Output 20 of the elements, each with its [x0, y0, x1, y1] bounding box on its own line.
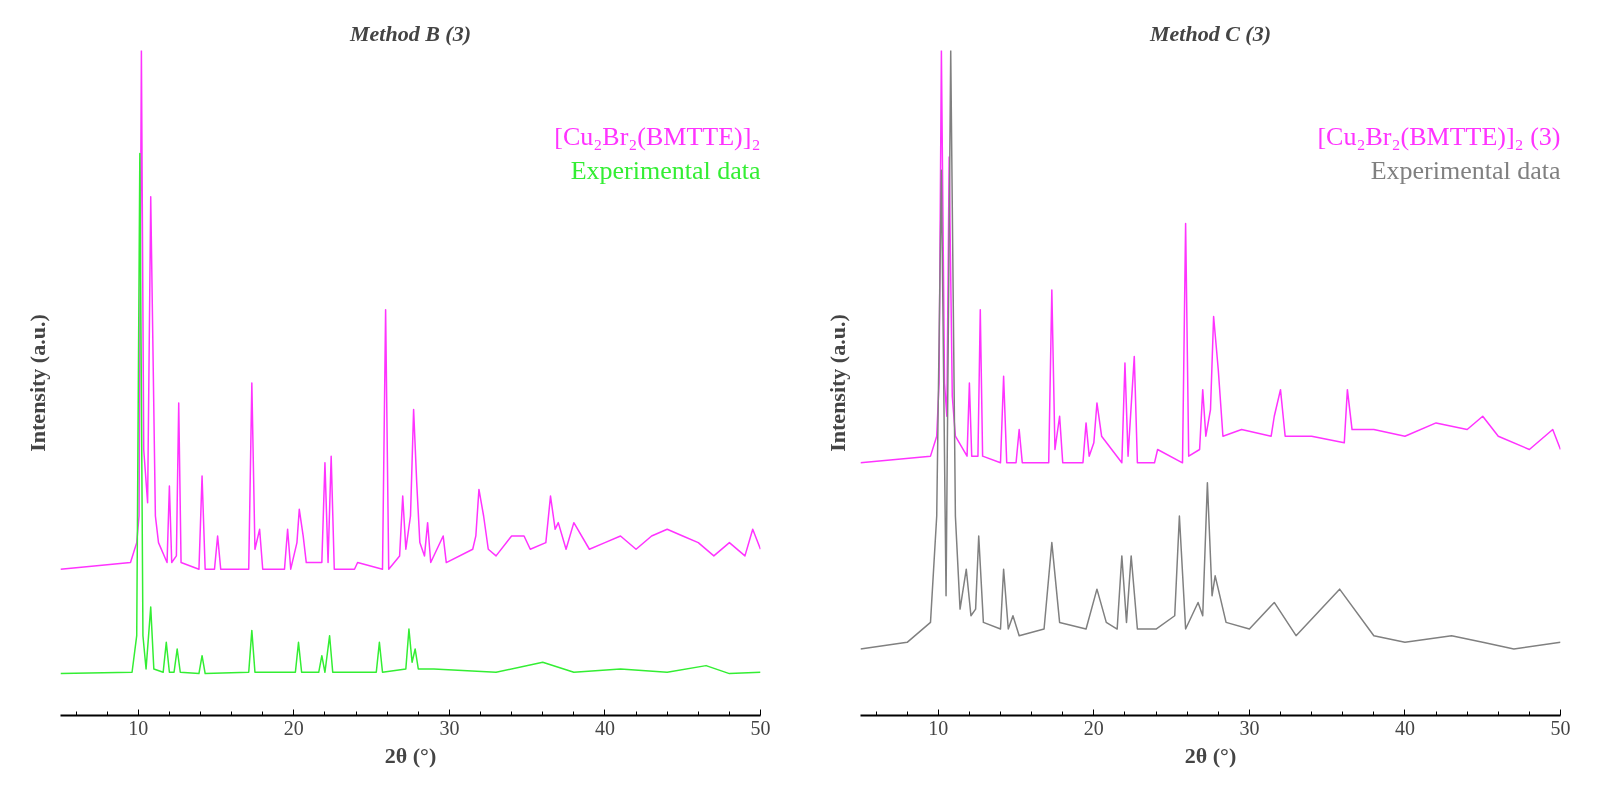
x-tick-label: 20 — [1083, 716, 1104, 739]
x-axis-title: 2θ (°) — [384, 742, 437, 768]
chart-title: Method B (3) — [349, 20, 471, 46]
text: [Cu₂Br₂(BMTTE)]₂ (3) — [1317, 121, 1561, 151]
x-tick-label: 40 — [594, 716, 615, 739]
x-tick-label: 10 — [128, 716, 149, 739]
y-axis-title: Intensity (a.u.) — [24, 314, 50, 452]
x-tick-label: 30 — [439, 716, 460, 739]
text: [Cu₂Br₂(BMTTE)]₂ — [554, 121, 761, 151]
chart-title: Method C (3) — [1149, 20, 1271, 46]
y-axis-title: Intensity (a.u.) — [824, 314, 850, 452]
x-tick-label: 50 — [750, 716, 771, 739]
x-tick-label: 40 — [1394, 716, 1415, 739]
x-tick-label: 30 — [1239, 716, 1260, 739]
x-tick-label: 50 — [1550, 716, 1571, 739]
text: Experimental data — [570, 155, 761, 185]
x-axis-title: 2θ (°) — [1184, 742, 1237, 768]
x-tick-label: 20 — [283, 716, 304, 739]
text: Experimental data — [1370, 155, 1561, 185]
x-tick-label: 10 — [928, 716, 949, 739]
